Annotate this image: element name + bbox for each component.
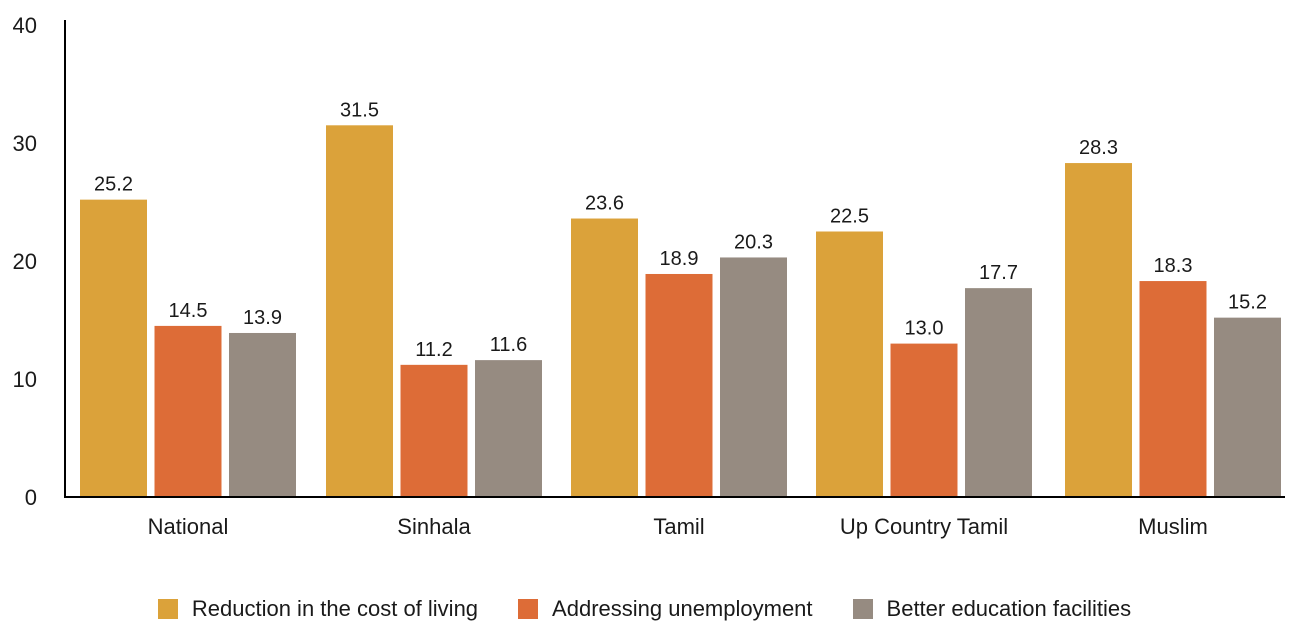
bar <box>645 273 713 497</box>
y-tick-label: 0 <box>25 485 37 510</box>
bar <box>816 231 883 497</box>
legend: Reduction in the cost of living Addressi… <box>0 596 1289 622</box>
y-tick-label: 40 <box>13 13 37 38</box>
bar <box>80 199 147 497</box>
legend-swatch <box>157 599 178 619</box>
data-label: 25.2 <box>94 174 133 196</box>
bar <box>400 364 468 497</box>
data-label: 20.3 <box>734 231 773 253</box>
legend-item-education: Better education facilities <box>852 596 1132 622</box>
legend-item-cost-of-living: Reduction in the cost of living <box>157 596 479 622</box>
bars <box>80 125 1281 498</box>
data-label: 11.6 <box>490 334 527 356</box>
data-label: 15.2 <box>1228 292 1267 314</box>
x-tick-label: Muslim <box>1138 514 1208 539</box>
data-label: 11.2 <box>415 339 452 361</box>
bar <box>154 325 222 497</box>
data-label: 14.5 <box>169 300 208 322</box>
bar <box>475 360 542 497</box>
bar <box>1065 163 1132 497</box>
x-tick-label: Tamil <box>653 514 704 539</box>
data-label: 13.0 <box>905 318 944 340</box>
bar <box>1214 317 1281 497</box>
x-tick-label: Sinhala <box>397 514 471 539</box>
y-tick-label: 30 <box>13 131 37 156</box>
x-tick-label: Up Country Tamil <box>840 514 1008 539</box>
legend-swatch <box>518 599 539 619</box>
x-axis-tick-labels: National Sinhala Tamil Up Country Tamil Musl… <box>148 514 1208 539</box>
data-label: 22.5 <box>830 206 869 228</box>
x-tick-label: National <box>148 514 229 539</box>
bar <box>890 343 958 497</box>
bar <box>965 288 1032 497</box>
bar <box>720 257 787 497</box>
bar-chart: 0 10 20 30 40 25.2 14.5 13.9 31.5 11.2 11.6 23.6 18… <box>13 13 1285 539</box>
legend-label: Reduction in the cost of living <box>191 596 479 621</box>
y-tick-label: 20 <box>13 249 37 274</box>
bar <box>1139 281 1207 497</box>
data-label: 31.5 <box>340 99 379 121</box>
y-tick-label: 10 <box>13 367 37 392</box>
legend-label: Better education facilities <box>886 596 1132 621</box>
data-label: 23.6 <box>585 193 624 215</box>
data-label: 13.9 <box>243 307 282 329</box>
y-axis-tick-labels: 0 10 20 30 40 <box>13 13 37 510</box>
bar <box>229 332 296 497</box>
bar <box>326 125 393 498</box>
bar <box>571 218 638 497</box>
data-label: 17.7 <box>979 262 1018 284</box>
data-label: 18.9 <box>660 248 699 270</box>
data-label: 18.3 <box>1154 255 1193 277</box>
data-label: 28.3 <box>1079 137 1118 159</box>
data-labels: 25.2 14.5 13.9 31.5 11.2 11.6 23.6 18.9 20.3 22.5… <box>94 99 1267 361</box>
legend-label: Addressing unemployment <box>552 596 813 621</box>
legend-item-unemployment: Addressing unemployment <box>518 596 813 622</box>
legend-swatch <box>852 599 873 619</box>
